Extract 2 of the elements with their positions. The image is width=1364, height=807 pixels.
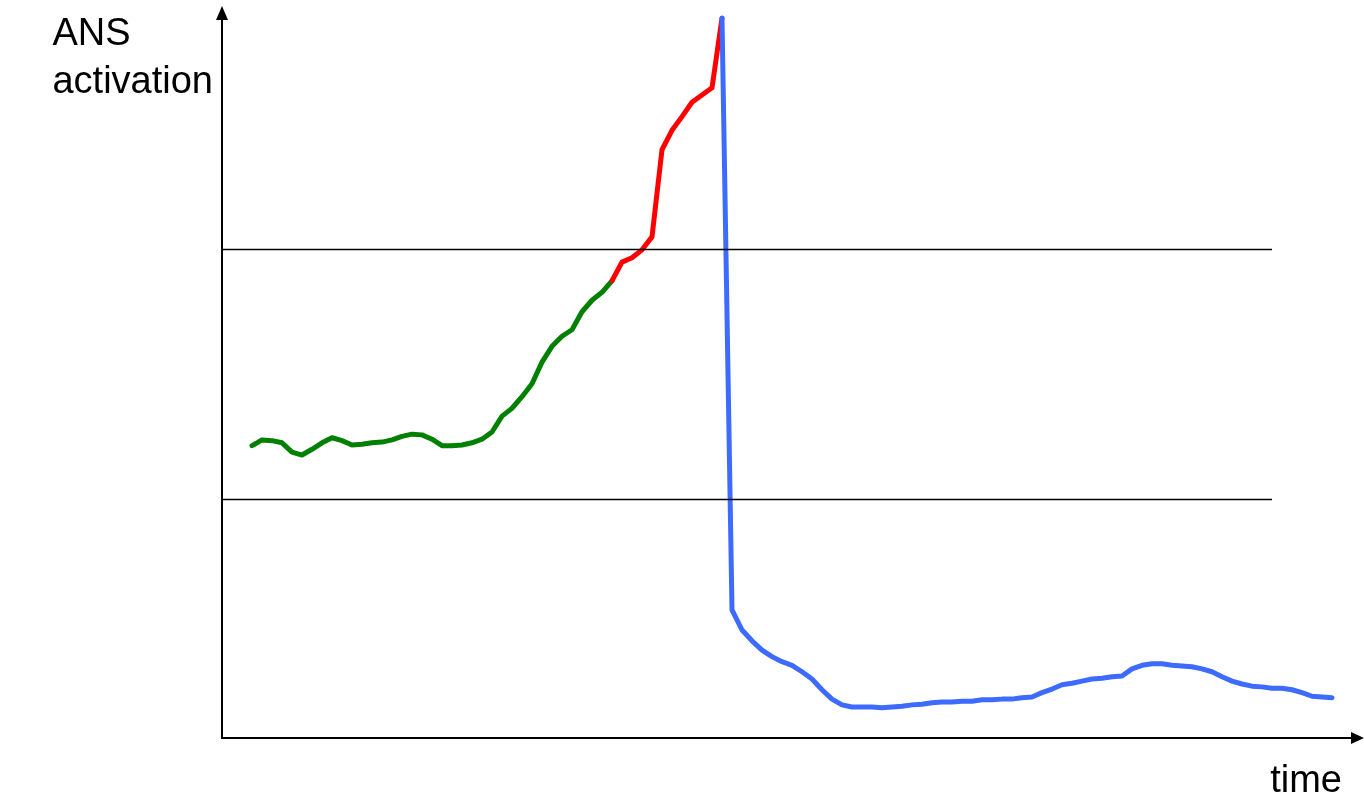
y-axis-title: ANS activation <box>52 11 214 101</box>
x-axis-title: time <box>1270 758 1343 800</box>
